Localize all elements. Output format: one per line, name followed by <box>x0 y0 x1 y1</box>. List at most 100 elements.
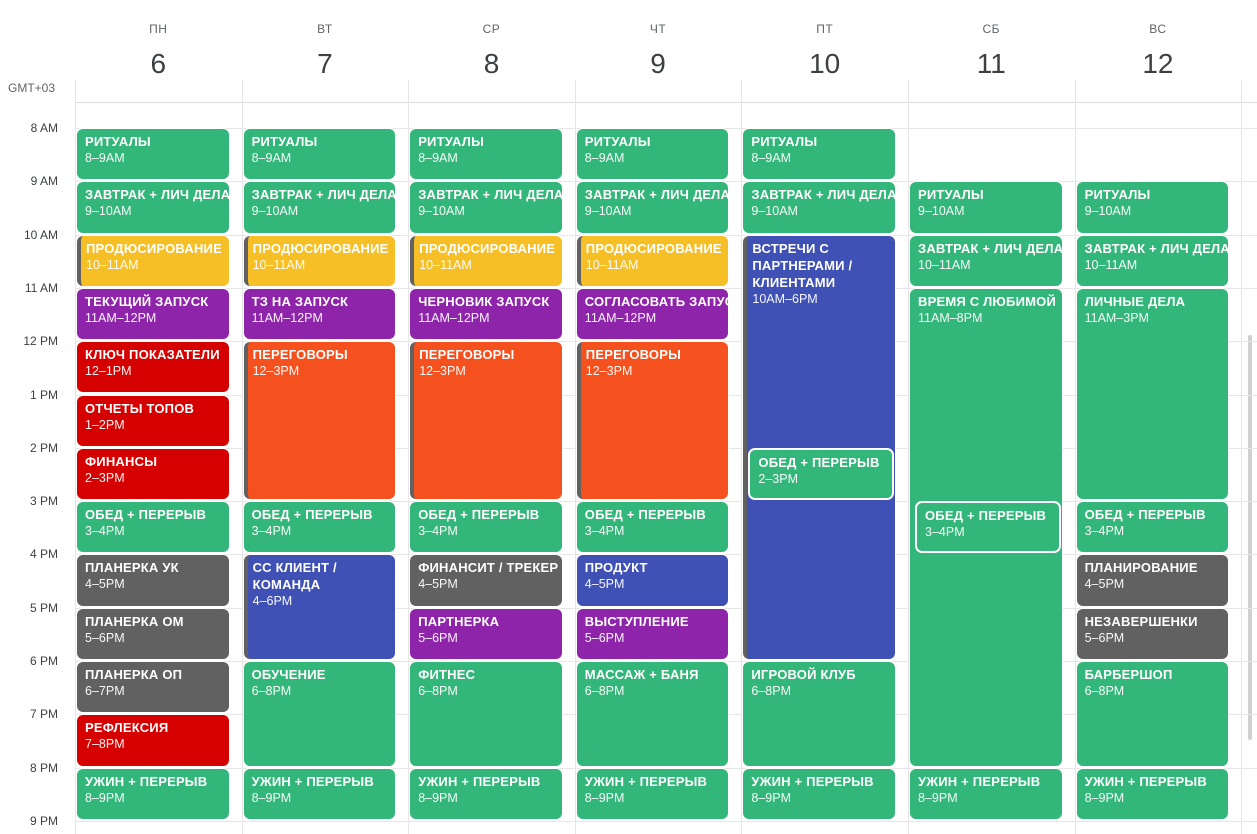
calendar-event[interactable]: ТЕКУЩИЙ ЗАПУСК 11AM–12PM <box>77 288 229 340</box>
calendar-event[interactable]: РИТУАЛЫ 9–10AM <box>910 182 1062 233</box>
calendar-event[interactable]: ЗАВТРАК + ЛИЧ ДЕЛА 9–10AM <box>243 182 396 233</box>
event-title: ПРОДЮСИРОВАНИЕ <box>585 240 722 256</box>
calendar-event[interactable]: ОБЕД + ПЕРЕРЫВ 3–4PM <box>1076 502 1229 553</box>
calendar-event[interactable]: УЖИН + ПЕРЕРЫВ 8–9PM <box>576 768 729 819</box>
calendar-event[interactable]: РИТУАЛЫ 8–9AM <box>576 129 729 180</box>
calendar-event[interactable]: ПРОДЮСИРОВАНИЕ 10–11AM <box>243 235 396 286</box>
calendar-event[interactable]: ПАРТНЕРКА 5–6PM <box>410 608 562 659</box>
event-title: ОБЕД + ПЕРЕРЫВ <box>584 507 706 523</box>
calendar-event[interactable]: УЖИН + ПЕРЕРЫВ 8–9PM <box>410 768 562 819</box>
calendar-event[interactable]: ОБЕД + ПЕРЕРЫВ 3–4PM <box>576 502 729 553</box>
calendar-event[interactable]: ФИНАНСИТ / ТРЕКЕР 4–5PM <box>410 555 562 606</box>
day-number[interactable]: 10 <box>809 48 841 79</box>
calendar-event[interactable]: УЖИН + ПЕРЕРЫВ 8–9PM <box>910 768 1062 819</box>
calendar-event[interactable]: УЖИН + ПЕРЕРЫВ 8–9PM <box>243 768 396 819</box>
hour-label: 2 PM <box>29 440 58 455</box>
calendar-event[interactable]: УЖИН + ПЕРЕРЫВ 8–9PM <box>77 768 229 819</box>
calendar-event[interactable]: ВЫСТУПЛЕНИЕ 5–6PM <box>576 608 729 659</box>
calendar-event[interactable]: ОТЧЕТЫ ТОПОВ 1–2PM <box>77 395 229 446</box>
day-number[interactable]: 12 <box>1142 48 1174 79</box>
calendar-event[interactable]: ЗАВТРАК + ЛИЧ ДЕЛА 10–11AM <box>1076 235 1229 286</box>
scrollbar[interactable] <box>1248 335 1252 740</box>
calendar-event[interactable]: УЖИН + ПЕРЕРЫВ 8–9PM <box>743 768 895 819</box>
event-title: ЗАВТРАК + ЛИЧ ДЕЛА <box>751 187 895 203</box>
hour-gridline <box>75 661 1257 662</box>
calendar-event[interactable]: ФИНАНСЫ 2–3PM <box>77 448 229 500</box>
calendar-event[interactable]: КЛЮЧ ПОКАЗАТЕЛИ 12–1PM <box>77 342 229 393</box>
calendar-event[interactable]: РИТУАЛЫ 8–9AM <box>243 129 396 180</box>
calendar-event[interactable]: ЛИЧНЫЕ ДЕЛА 11AM–3PM <box>1076 288 1229 500</box>
hour-gridline <box>75 181 1257 182</box>
calendar-event[interactable]: ПРОДЮСИРОВАНИЕ 10–11AM <box>410 235 562 286</box>
calendar-event[interactable]: РИТУАЛЫ 8–9AM <box>743 129 895 180</box>
calendar-event[interactable]: ЗАВТРАК + ЛИЧ ДЕЛА 9–10AM <box>77 182 229 233</box>
calendar-event[interactable]: ВСТРЕЧИ С ПАРТНЕРАМИ / КЛИЕНТАМИ 10AM–6PM <box>743 235 895 659</box>
calendar-event[interactable]: ЗАВТРАК + ЛИЧ ДЕЛА 9–10AM <box>410 182 562 233</box>
calendar-event[interactable]: РИТУАЛЫ 8–9AM <box>410 129 562 180</box>
day-of-week-label: ЧТ <box>649 22 667 36</box>
calendar-event[interactable]: МАССАЖ + БАНЯ 6–8PM <box>576 662 729 766</box>
calendar-event[interactable]: ТЗ НА ЗАПУСК 11AM–12PM <box>243 288 396 340</box>
calendar-event[interactable]: ОБЕД + ПЕРЕРЫВ 3–4PM <box>410 502 562 553</box>
event-title: ЗАВТРАК + ЛИЧ ДЕЛА <box>1084 240 1229 256</box>
calendar-event[interactable]: РИТУАЛЫ 9–10AM <box>1076 182 1229 233</box>
event-time: 10AM–6PM <box>752 291 818 306</box>
event-time: 3–4PM <box>1084 524 1125 539</box>
event-title: ФИНАНСИТ / ТРЕКЕР <box>418 560 559 576</box>
event-time: 4–5PM <box>1084 577 1125 592</box>
event-time: 8–9AM <box>85 151 125 165</box>
event-title: ПАРТНЕРКА <box>418 613 500 629</box>
calendar-event[interactable]: ОБЕД + ПЕРЕРЫВ 3–4PM <box>243 502 396 553</box>
event-time: 10–11AM <box>1084 257 1138 272</box>
event-time: 9–10AM <box>85 204 132 219</box>
calendar-event[interactable]: ОБЕД + ПЕРЕРЫВ 3–4PM <box>916 502 1060 553</box>
day-number[interactable]: 7 <box>317 48 333 79</box>
calendar-event[interactable]: ПРОДУКТ 4–5PM <box>576 555 729 606</box>
calendar-event[interactable]: ЗАВТРАК + ЛИЧ ДЕЛА 9–10AM <box>576 182 729 233</box>
calendar-event[interactable]: ПЕРЕГОВОРЫ 12–3PM <box>576 342 729 500</box>
event-time: 3–4PM <box>418 524 458 539</box>
calendar-event[interactable]: ФИТНЕС 6–8PM <box>410 662 562 766</box>
calendar-event[interactable]: УЖИН + ПЕРЕРЫВ 8–9PM <box>1076 768 1229 819</box>
day-column-divider <box>908 80 909 834</box>
day-number[interactable]: 8 <box>483 48 500 79</box>
calendar-event[interactable]: СОГЛАСОВАТЬ ЗАПУСК 11AM–12PM <box>576 288 729 340</box>
calendar-event[interactable]: РЕФЛЕКСИЯ 7–8PM <box>77 715 229 766</box>
event-time: 11AM–12PM <box>584 310 657 325</box>
calendar-event[interactable]: ИГРОВОЙ КЛУБ 6–8PM <box>743 662 895 766</box>
event-title: ИГРОВОЙ КЛУБ <box>751 667 856 682</box>
calendar-event[interactable]: ОБЕД + ПЕРЕРЫВ 2–3PM <box>749 448 893 500</box>
calendar-event[interactable]: ЗАВТРАК + ЛИЧ ДЕЛА 10–11AM <box>910 235 1062 286</box>
day-number[interactable]: 6 <box>150 48 167 79</box>
calendar-event[interactable]: НЕЗАВЕРШЕНКИ 5–6PM <box>1076 608 1229 659</box>
calendar-event[interactable]: ПЕРЕГОВОРЫ 12–3PM <box>243 342 396 500</box>
day-column-divider <box>408 80 409 834</box>
calendar-event[interactable]: ПЛАНЕРКА УК 4–5PM <box>77 555 229 606</box>
calendar-event[interactable]: ПРОДЮСИРОВАНИЕ 10–11AM <box>77 235 229 286</box>
calendar-event[interactable]: СС КЛИЕНТ / КОМАНДА 4–6PM <box>243 555 396 659</box>
calendar-event[interactable]: ПЛАНЕРКА ОП 6–7PM <box>77 662 229 713</box>
event-title: ЧЕРНОВИК ЗАПУСК <box>418 293 550 309</box>
calendar-event[interactable]: ОБУЧЕНИЕ 6–8PM <box>243 662 396 766</box>
calendar-event[interactable]: ОБЕД + ПЕРЕРЫВ 3–4PM <box>77 502 229 553</box>
day-number[interactable]: 9 <box>650 48 666 79</box>
hour-gridline <box>75 235 1257 236</box>
event-time: 9–10AM <box>1084 204 1132 219</box>
event-title: ЛИЧНЫЕ ДЕЛА <box>1084 293 1186 309</box>
event-title: ОБУЧЕНИЕ <box>251 667 326 682</box>
day-number[interactable]: 11 <box>976 48 1006 79</box>
calendar-event[interactable]: БАРБЕРШОП 6–8PM <box>1076 662 1229 766</box>
calendar-event[interactable]: ПРОДЮСИРОВАНИЕ 10–11AM <box>576 235 729 286</box>
event-title: ПЕРЕГОВОРЫ <box>252 347 348 363</box>
calendar-event[interactable]: РИТУАЛЫ 8–9AM <box>77 129 229 180</box>
calendar-event[interactable]: ПЛАНИРОВАНИЕ 4–5PM <box>1076 555 1229 606</box>
calendar-event[interactable]: ЗАВТРАК + ЛИЧ ДЕЛА 9–10AM <box>743 182 895 233</box>
event-title: ТЗ НА ЗАПУСК <box>251 293 349 309</box>
event-time: 9–10AM <box>584 204 632 219</box>
event-title: ОБЕД + ПЕРЕРЫВ <box>418 507 540 523</box>
calendar-event[interactable]: ПЕРЕГОВОРЫ 12–3PM <box>410 342 562 500</box>
event-time: 11AM–3PM <box>1084 310 1149 325</box>
calendar-event[interactable]: ПЛАНЕРКА ОМ 5–6PM <box>77 608 229 659</box>
calendar-event[interactable]: ЧЕРНОВИК ЗАПУСК 11AM–12PM <box>410 288 562 340</box>
